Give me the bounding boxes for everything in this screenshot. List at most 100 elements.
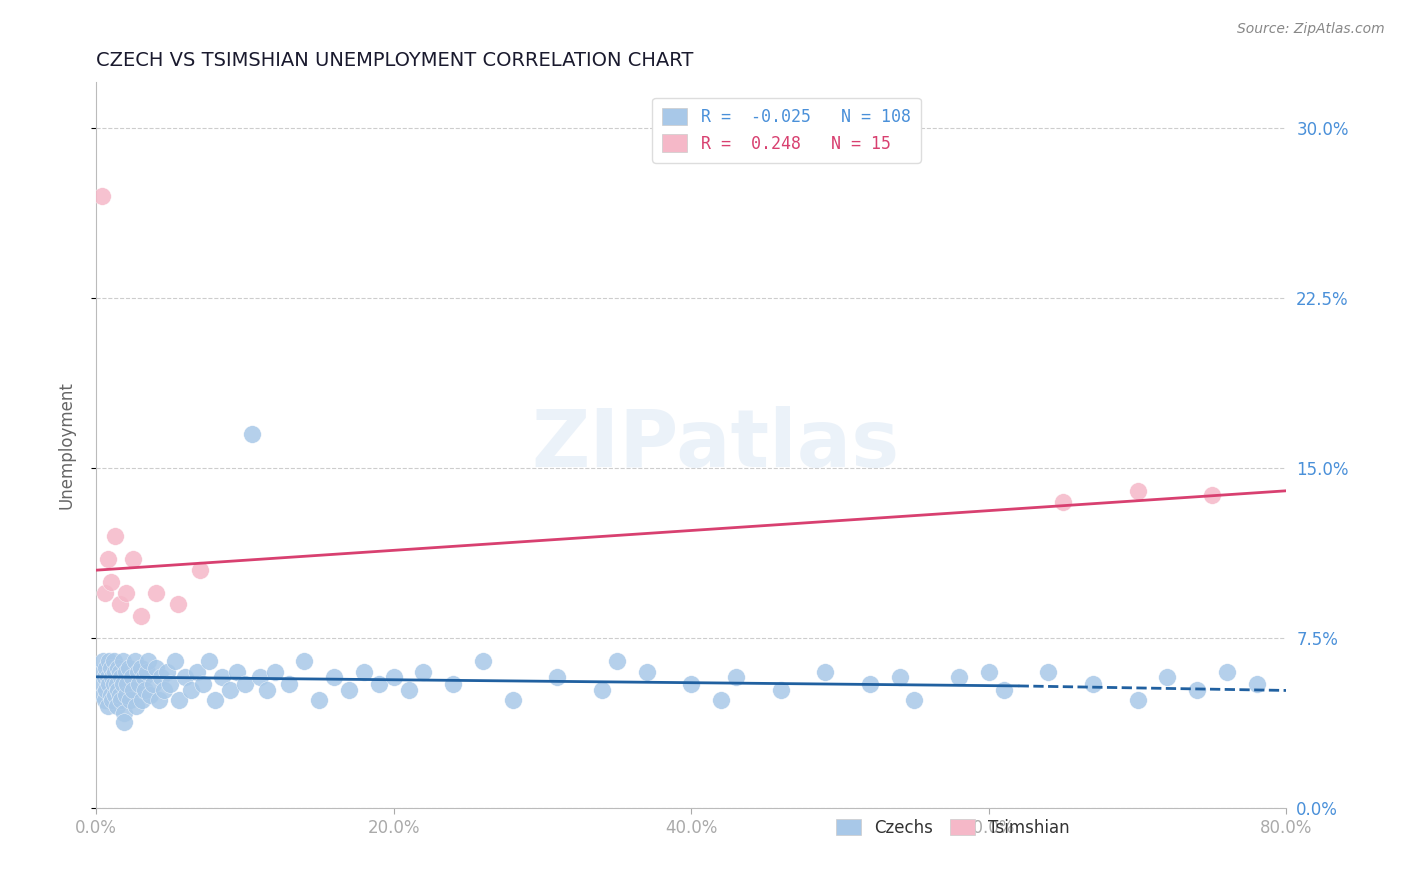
Point [240, 427, 263, 442]
Point [163, 654, 186, 668]
Point [124, 654, 146, 668]
Point [546, 670, 568, 684]
Point [249, 670, 271, 684]
Point [903, 692, 925, 706]
Point [710, 692, 733, 706]
Point [110, 670, 132, 684]
Point [382, 670, 405, 684]
Point [1126, 692, 1149, 706]
Point [180, 683, 202, 698]
Point [101, 670, 124, 684]
Y-axis label: Unemployment: Unemployment [58, 382, 75, 509]
Point [174, 670, 197, 684]
Point [114, 665, 136, 680]
Point [97, 552, 120, 566]
Point [107, 683, 129, 698]
Point [150, 670, 173, 684]
Point [1246, 676, 1268, 690]
Point [129, 661, 152, 675]
Point [107, 661, 129, 675]
Point [118, 661, 141, 675]
Point [859, 676, 882, 690]
Text: CZECH VS TSIMSHIAN UNEMPLOYMENT CORRELATION CHART: CZECH VS TSIMSHIAN UNEMPLOYMENT CORRELAT… [96, 51, 693, 70]
Point [127, 665, 149, 680]
Point [93, 688, 115, 702]
Point [122, 683, 145, 698]
Point [117, 676, 139, 690]
Point [122, 552, 145, 566]
Point [98, 676, 121, 690]
Point [145, 586, 167, 600]
Point [104, 529, 127, 543]
Point [111, 654, 134, 668]
Point [91, 676, 114, 690]
Point [96, 683, 118, 698]
Point [125, 699, 148, 714]
Point [367, 676, 389, 690]
Point [889, 670, 911, 684]
Point [134, 683, 156, 698]
Point [814, 665, 837, 680]
Point [1156, 670, 1178, 684]
Point [114, 586, 136, 600]
Point [142, 676, 165, 690]
Point [769, 683, 792, 698]
Point [204, 692, 226, 706]
Point [103, 654, 125, 668]
Point [135, 665, 157, 680]
Point [169, 692, 191, 706]
Point [1185, 683, 1208, 698]
Point [292, 654, 315, 668]
Point [145, 661, 167, 675]
Point [93, 654, 115, 668]
Point [94, 586, 117, 600]
Point [98, 654, 121, 668]
Point [111, 676, 134, 690]
Point [112, 715, 135, 730]
Point [1081, 676, 1104, 690]
Point [103, 676, 125, 690]
Point [1201, 488, 1223, 502]
Point [219, 683, 242, 698]
Point [198, 654, 221, 668]
Point [108, 688, 131, 702]
Point [211, 670, 233, 684]
Point [104, 688, 127, 702]
Point [1038, 665, 1060, 680]
Point [256, 683, 278, 698]
Point [91, 189, 114, 203]
Point [412, 665, 434, 680]
Point [104, 665, 127, 680]
Point [278, 676, 301, 690]
Point [724, 670, 747, 684]
Point [186, 665, 208, 680]
Point [138, 688, 160, 702]
Point [441, 676, 464, 690]
Point [128, 676, 150, 690]
Point [110, 692, 132, 706]
Point [226, 665, 249, 680]
Point [105, 676, 128, 690]
Point [337, 683, 360, 698]
Point [323, 670, 346, 684]
Point [89, 665, 111, 680]
Point [131, 692, 153, 706]
Point [96, 661, 118, 675]
Point [1052, 495, 1074, 509]
Point [681, 676, 703, 690]
Point [948, 670, 970, 684]
Point [502, 692, 524, 706]
Point [398, 683, 420, 698]
Point [233, 676, 256, 690]
Point [97, 670, 120, 684]
Point [166, 597, 188, 611]
Point [121, 670, 143, 684]
Point [94, 692, 117, 706]
Point [101, 692, 124, 706]
Point [136, 654, 159, 668]
Point [353, 665, 375, 680]
Point [156, 665, 179, 680]
Point [263, 665, 285, 680]
Point [114, 688, 136, 702]
Point [148, 692, 170, 706]
